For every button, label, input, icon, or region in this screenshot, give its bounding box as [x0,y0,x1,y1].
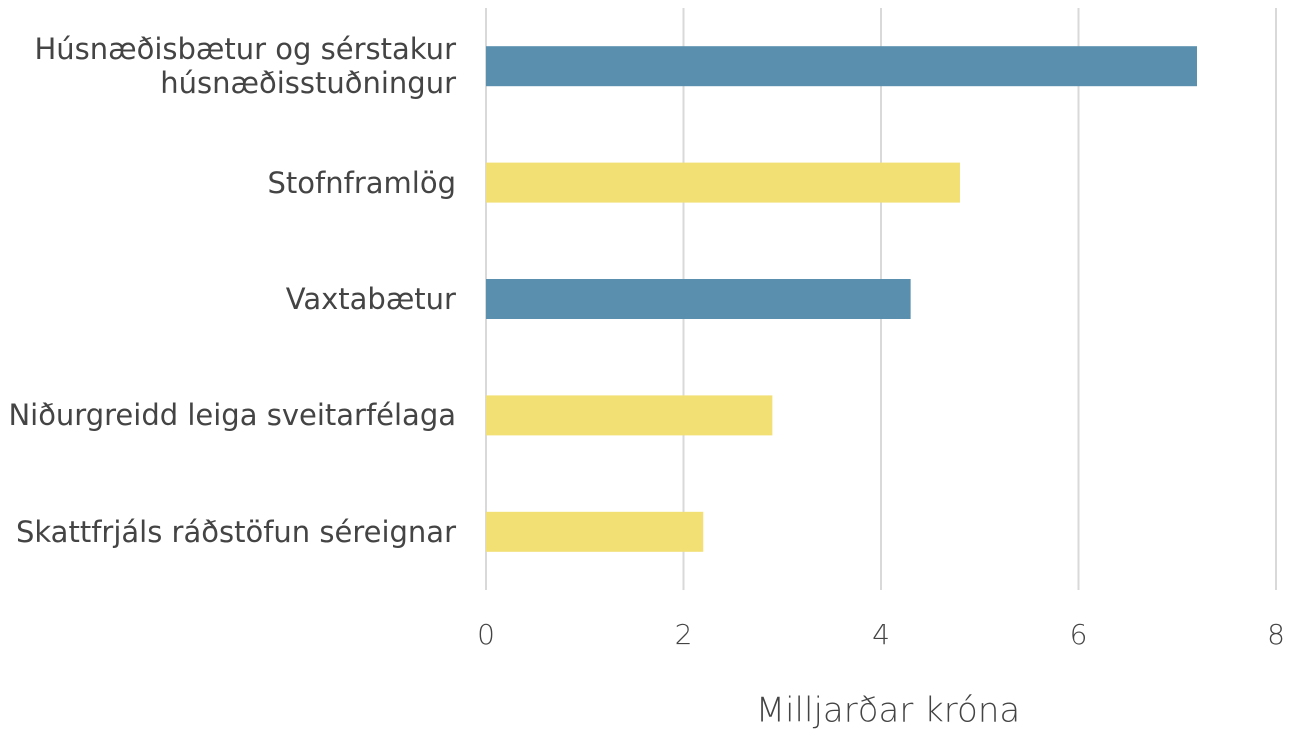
x-tick-label: 2 [675,618,693,651]
y-tick-label: Vaxtabætur [285,282,456,316]
y-tick-label: Stofnframlög [267,165,456,200]
y-tick-label: Niðurgreidd leiga sveitarfélaga [8,398,456,433]
bar [486,279,911,319]
bar [486,511,704,552]
y-tick-label: Húsnæðisbætur og sérstakur húsnæðisstuðn… [34,32,456,101]
x-tick-label: 8 [1267,618,1285,651]
x-tick-label: 6 [1070,618,1088,651]
bar [486,162,960,203]
bar [486,395,773,436]
y-tick-label: Skattfrjáls ráðstöfun séreignar [15,514,456,549]
bar [486,46,1197,87]
x-tick-label: 4 [872,618,890,651]
x-axis-label: Milljarðar króna [756,691,1020,731]
x-tick-label: 0 [477,618,495,651]
